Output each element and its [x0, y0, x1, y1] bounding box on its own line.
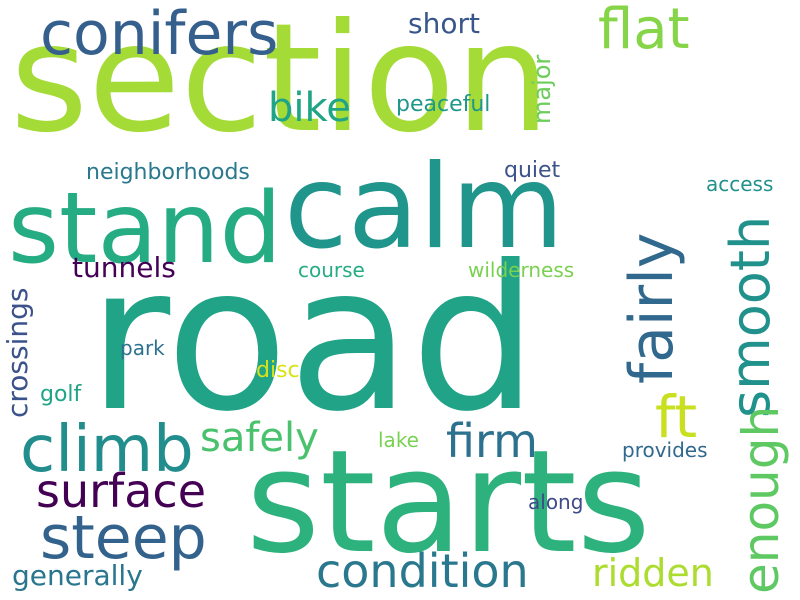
word-generally: generally — [12, 559, 143, 592]
word-provides: provides — [622, 438, 708, 462]
word-crossings: crossings — [1, 287, 34, 418]
word-bike: bike — [268, 85, 351, 131]
word-golf: golf — [40, 382, 82, 407]
word-lake: lake — [378, 428, 419, 452]
word-ft: ft — [655, 383, 698, 451]
word-road: road — [88, 223, 538, 456]
word-quiet: quiet — [504, 158, 561, 183]
word-calm: calm — [284, 140, 565, 275]
word-ridden: ridden — [592, 551, 714, 595]
word-conifers: conifers — [40, 0, 279, 69]
word-enough: enough — [732, 405, 790, 594]
word-course: course — [298, 258, 365, 282]
word-along: along — [528, 490, 584, 514]
word-smooth: smooth — [719, 215, 782, 418]
word-tunnels: tunnels — [72, 251, 176, 284]
word-section: section — [10, 0, 551, 166]
word-major: major — [528, 54, 556, 124]
word-peaceful: peaceful — [396, 92, 491, 117]
word-safely: safely — [200, 415, 319, 461]
word-access: access — [706, 172, 774, 196]
word-wilderness: wilderness — [468, 258, 575, 282]
word-park: park — [120, 336, 165, 360]
word-surface: surface — [36, 464, 207, 518]
word-climb: climb — [20, 413, 194, 487]
word-neighborhoods: neighborhoods — [86, 160, 250, 185]
word-flat: flat — [598, 0, 690, 62]
word-short: short — [408, 7, 480, 40]
word-condition: condition — [316, 544, 529, 598]
word-steep: steep — [40, 503, 207, 573]
word-fairly: fairly — [617, 232, 687, 384]
word-disc: disc — [256, 358, 300, 383]
word-starts: starts — [246, 420, 651, 585]
word-firm: firm — [446, 414, 538, 468]
word-stand: stand — [8, 172, 282, 286]
